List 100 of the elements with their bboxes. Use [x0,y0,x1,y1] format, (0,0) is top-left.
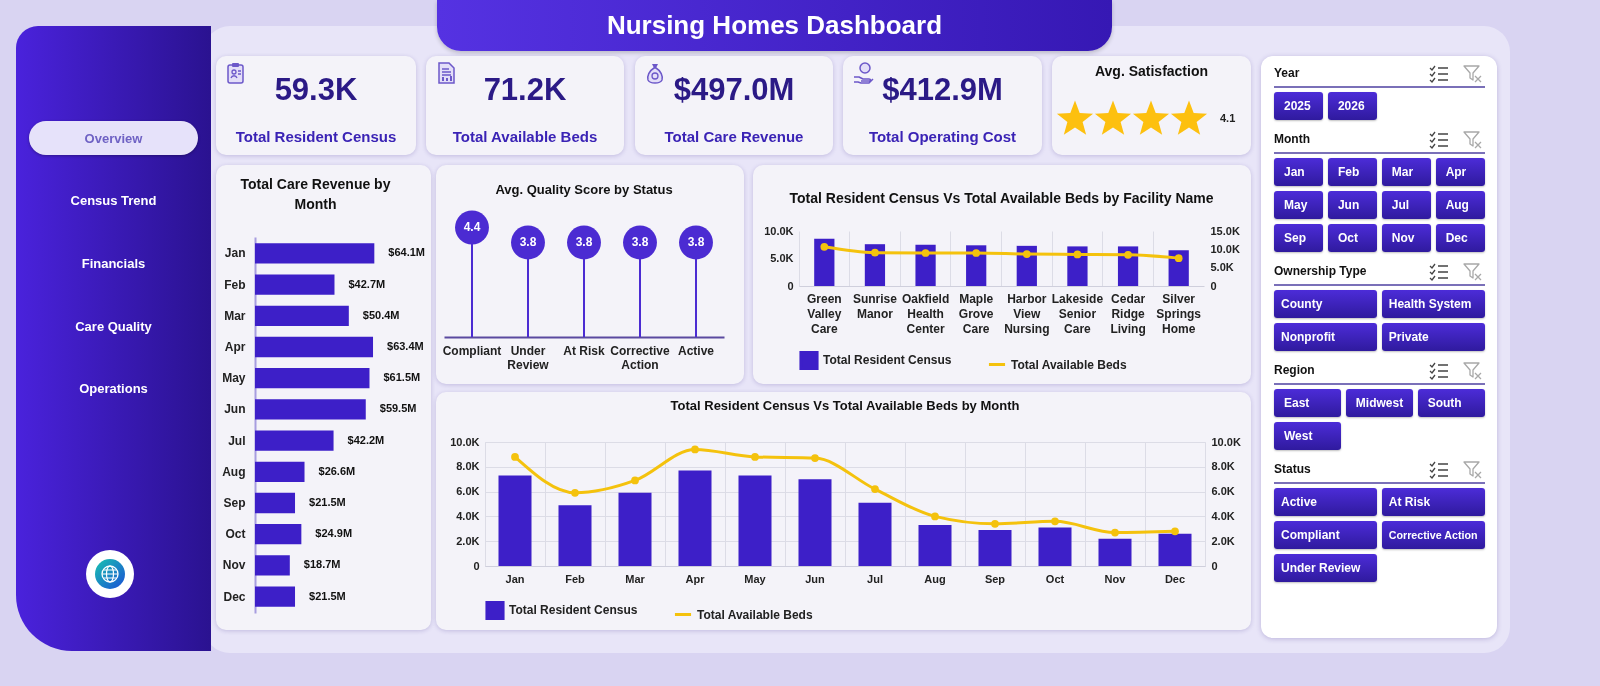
data-label: 3.8 [687,235,705,250]
point [1111,528,1119,537]
data-label: $21.5M [309,496,346,509]
text: Jan [1274,158,1324,186]
text: 71.2K [482,72,568,108]
bar [618,492,652,566]
text: Oct [1327,224,1378,252]
bar [1038,527,1072,566]
point [871,248,879,257]
text: Nov [1381,224,1432,252]
text: Dec [1435,224,1485,252]
y-tick-label: 0 [787,279,794,292]
text: Region [1274,363,1315,377]
chart-title: Total Resident Census Vs Total Available Beds by Month [670,398,1020,413]
text: Total Care Revenue [663,128,805,145]
bar [915,244,936,286]
x-tick-label: Maple Grove Care [958,291,994,336]
point [871,485,879,493]
point [691,445,699,454]
text: County [1274,290,1378,318]
text: 2026 [1327,92,1378,120]
text: Care Quality [74,317,153,336]
point [631,476,639,485]
data-label: $59.5M [379,402,417,415]
bar [255,336,374,358]
text: Ownership Type [1274,264,1367,278]
text: Census Trend [69,192,158,211]
point [1022,250,1031,258]
bar [738,475,772,566]
y-tick-label: 5.0K [770,252,794,264]
text: Compliant [1274,521,1378,549]
text: Overview [29,121,198,155]
data-label: 4.1 [1220,112,1236,124]
text: Operations [78,380,149,399]
text: Aug [1435,191,1485,219]
y2-tick-label: 2.0K [1211,534,1235,547]
bar [1098,538,1132,566]
data-label: $50.4M [362,308,400,321]
bar [1158,533,1192,566]
bar [255,243,375,264]
y-tick-label: 8.0K [456,460,480,473]
x-tick-label: Jun [805,572,826,585]
text: 2025 [1274,92,1324,120]
y-tick-label: Feb [224,277,246,292]
y2-tick-label: 6.0K [1211,485,1235,498]
y2-tick-label: 0 [1210,279,1217,292]
text: 59.3K [273,72,359,108]
y2-tick-label: 10.0K [1210,242,1240,255]
data-label: $64.1M [388,246,426,259]
chart-title: Total Resident Census Vs Total Available Beds by Facility Name [789,190,1214,206]
y2-tick-label: 15.0K [1210,224,1240,237]
point [1051,517,1059,526]
chart-title: Total Care Revenue by Month [240,176,391,212]
x-tick-label: Sunrise Manor [852,291,898,321]
text: Jul [1381,191,1432,219]
text: South [1417,389,1485,417]
text: Total Operating Cost [867,128,1018,145]
legend-label: Total Available Beds [1011,357,1127,372]
x-tick-label: Jul [867,572,883,585]
y2-tick-label: 5.0K [1210,261,1234,274]
bar [678,470,712,566]
y2-tick-label: 4.0K [1211,509,1235,522]
text: Avg. Satisfaction [1093,63,1210,79]
data-label: 3.8 [631,235,649,250]
data-label: 4.4 [463,220,481,235]
bar [864,244,886,286]
bar [558,505,592,566]
text: Total Resident Census [234,128,398,145]
point [820,242,829,251]
point [1073,250,1082,259]
x-tick-label: At Risk [563,343,605,358]
y-tick-label: 10.0K [450,435,480,448]
x-tick-label: May [744,572,767,585]
text: Feb [1327,158,1378,186]
chart-title: Avg. Quality Score by Status [495,181,673,197]
data-label: $63.4M [387,339,424,352]
text: Year [1274,66,1300,80]
bar [918,525,952,566]
y-tick-label: Oct [225,527,246,542]
y-tick-label: 2.0K [456,534,480,547]
bar [255,524,302,545]
point [1174,254,1183,262]
text: Nursing Homes Dashboard [606,10,943,41]
text: Financials [80,254,147,273]
bar [255,399,366,420]
point [811,454,819,462]
y-tick-label: 10.0K [764,224,794,237]
point [1124,250,1132,259]
text: Active [1274,488,1378,516]
bar [858,502,892,566]
text: At Risk [1381,488,1485,516]
text: Mar [1381,158,1432,186]
bar [1168,250,1189,286]
bar [255,555,290,576]
x-tick-label: Oakfield Health Center [901,291,950,336]
x-tick-label: Dec [1164,572,1186,585]
x-tick-label: Oct [1045,572,1065,585]
legend-label: Total Resident Census [823,353,952,368]
point [511,453,519,461]
y-tick-label: Aug [222,464,246,479]
